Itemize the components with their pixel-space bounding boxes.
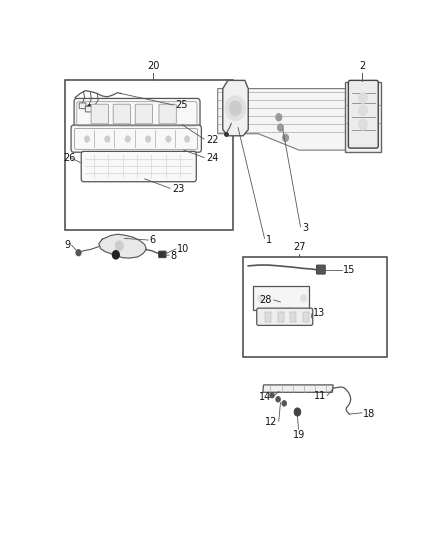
Text: 10: 10 bbox=[177, 245, 189, 254]
FancyBboxPatch shape bbox=[317, 265, 325, 274]
Polygon shape bbox=[263, 385, 333, 392]
Circle shape bbox=[145, 136, 151, 142]
Text: 8: 8 bbox=[170, 251, 176, 261]
Bar bbox=[243, 257, 387, 358]
Text: 2: 2 bbox=[359, 61, 365, 71]
Text: 13: 13 bbox=[313, 309, 325, 319]
FancyBboxPatch shape bbox=[81, 151, 196, 182]
FancyBboxPatch shape bbox=[135, 104, 152, 124]
Bar bbox=[265, 312, 271, 322]
Text: 26: 26 bbox=[63, 154, 76, 163]
Text: 11: 11 bbox=[314, 391, 326, 401]
FancyBboxPatch shape bbox=[74, 99, 200, 129]
Text: 23: 23 bbox=[172, 184, 184, 194]
Circle shape bbox=[359, 93, 367, 103]
Text: 18: 18 bbox=[363, 409, 375, 418]
Polygon shape bbox=[218, 88, 377, 150]
FancyBboxPatch shape bbox=[348, 80, 378, 148]
Circle shape bbox=[225, 96, 246, 120]
Text: 6: 6 bbox=[149, 236, 155, 245]
Circle shape bbox=[300, 295, 307, 302]
Text: 25: 25 bbox=[175, 100, 188, 110]
Text: 27: 27 bbox=[293, 241, 305, 252]
Text: 24: 24 bbox=[206, 154, 218, 163]
Text: 22: 22 bbox=[206, 135, 218, 145]
Bar bbox=[303, 312, 309, 322]
Circle shape bbox=[125, 136, 131, 142]
Text: 20: 20 bbox=[147, 61, 159, 71]
Circle shape bbox=[184, 136, 190, 142]
Text: 15: 15 bbox=[343, 265, 356, 275]
Text: 1: 1 bbox=[266, 235, 272, 245]
Bar bbox=[345, 83, 381, 152]
Circle shape bbox=[270, 392, 274, 398]
FancyBboxPatch shape bbox=[92, 109, 99, 115]
Circle shape bbox=[294, 408, 301, 416]
Text: 14: 14 bbox=[259, 392, 271, 402]
Text: 19: 19 bbox=[293, 431, 305, 440]
Circle shape bbox=[166, 136, 171, 142]
FancyBboxPatch shape bbox=[79, 103, 86, 109]
FancyBboxPatch shape bbox=[257, 308, 313, 325]
Polygon shape bbox=[99, 235, 146, 258]
FancyBboxPatch shape bbox=[159, 104, 176, 124]
Text: 9: 9 bbox=[64, 240, 71, 251]
Text: 3: 3 bbox=[302, 223, 308, 233]
FancyBboxPatch shape bbox=[113, 104, 131, 124]
Circle shape bbox=[84, 136, 90, 142]
Circle shape bbox=[76, 249, 81, 256]
Bar bbox=[290, 312, 296, 322]
FancyBboxPatch shape bbox=[159, 251, 166, 257]
Circle shape bbox=[359, 105, 367, 116]
Circle shape bbox=[359, 119, 367, 130]
FancyBboxPatch shape bbox=[85, 106, 92, 112]
Text: 12: 12 bbox=[265, 417, 277, 427]
Circle shape bbox=[105, 136, 110, 142]
Circle shape bbox=[283, 134, 289, 142]
Circle shape bbox=[282, 400, 286, 406]
Circle shape bbox=[277, 124, 283, 131]
Bar bbox=[65, 80, 233, 230]
Bar bbox=[253, 286, 309, 310]
Circle shape bbox=[115, 241, 124, 251]
Text: 28: 28 bbox=[260, 295, 272, 305]
Polygon shape bbox=[223, 80, 248, 136]
Circle shape bbox=[258, 295, 264, 302]
Bar bbox=[278, 312, 284, 322]
FancyBboxPatch shape bbox=[91, 104, 108, 124]
FancyBboxPatch shape bbox=[71, 125, 201, 152]
Circle shape bbox=[276, 397, 280, 402]
Circle shape bbox=[113, 251, 119, 259]
Circle shape bbox=[276, 114, 282, 121]
Circle shape bbox=[229, 101, 241, 116]
